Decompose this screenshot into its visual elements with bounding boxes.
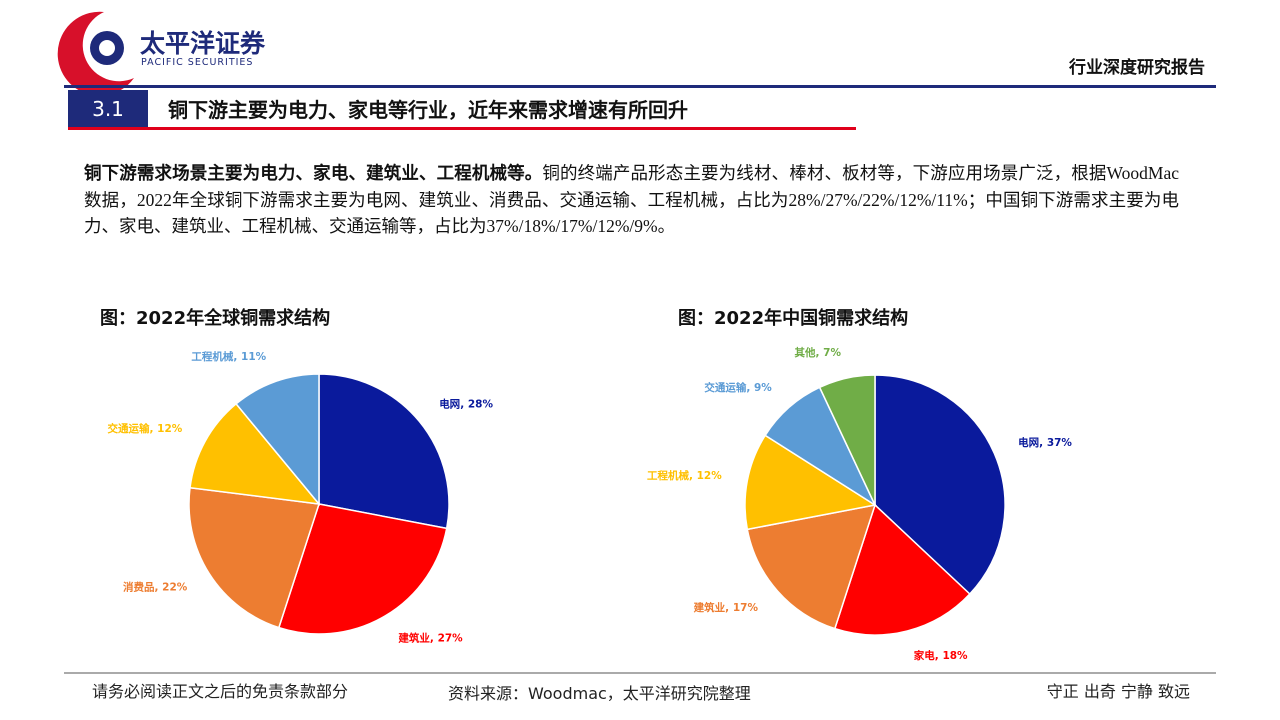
label-separator: ,: [725, 602, 733, 614]
pie-slice: [874, 374, 1006, 596]
data-label: 电网, 37%: [1018, 436, 1072, 449]
label-value: 18%: [942, 650, 968, 662]
label-value: 27%: [438, 632, 464, 644]
label-value: 12%: [157, 423, 183, 435]
label-separator: ,: [233, 351, 241, 363]
label-category: 交通运输: [107, 422, 149, 435]
pie-slice: [188, 486, 320, 629]
label-category: 家电: [914, 649, 935, 662]
data-label: 建筑业, 17%: [693, 601, 759, 614]
label-separator: ,: [935, 650, 943, 662]
chart-title: 图：2022年中国铜需求结构: [678, 307, 908, 329]
label-category: 建筑业: [693, 601, 726, 614]
label-category: 交通运输: [704, 381, 746, 394]
label-category: 电网: [439, 398, 460, 411]
footer-disclaimer: 请务必阅读正文之后的免责条款部分: [92, 682, 348, 701]
pie-slice: [277, 503, 448, 635]
pie-slice: [744, 434, 878, 531]
data-label: 工程机械, 12%: [647, 469, 722, 482]
pie-slice: [746, 504, 877, 630]
logo-cn: 太平洋证券: [140, 29, 266, 58]
label-separator: ,: [430, 632, 438, 644]
data-label: 其他, 7%: [794, 346, 841, 359]
pie-slice: [818, 374, 876, 506]
data-label: 交通运输, 9%: [704, 381, 772, 394]
data-label: 家电, 18%: [914, 649, 968, 662]
label-separator: ,: [815, 347, 823, 359]
pie-slice: [189, 402, 321, 505]
label-value: 22%: [162, 582, 188, 594]
label-category: 电网: [1018, 436, 1039, 449]
label-category: 消费品: [123, 581, 155, 594]
label-category: 其他: [794, 346, 815, 359]
label-category: 工程机械: [191, 350, 233, 363]
data-label: 消费品, 22%: [123, 581, 188, 594]
report-type: 行业深度研究报告: [1068, 57, 1205, 78]
footer-motto: 守正 出奇 宁静 致远: [1047, 682, 1190, 701]
chart-title: 图：2022年全球铜需求结构: [100, 307, 330, 329]
body-paragraph: 铜的终端产品形态主要为线材、棒材、板材等，下游应用场景广泛，根据WoodMac数…: [84, 163, 1179, 236]
label-value: 9%: [754, 382, 772, 394]
data-label: 工程机械, 11%: [191, 350, 266, 363]
section-box: [68, 90, 148, 127]
logo-en: PACIFIC SECURITIES: [141, 57, 253, 68]
label-category: 建筑业: [397, 631, 430, 644]
data-label: 建筑业, 27%: [397, 631, 463, 644]
label-separator: ,: [154, 582, 162, 594]
label-separator: ,: [689, 470, 697, 482]
footer-source: 资料来源：Woodmac，太平洋研究院整理: [448, 684, 751, 703]
label-value: 17%: [733, 602, 759, 614]
pie-slice: [235, 373, 320, 507]
footer-rule: [64, 672, 1216, 674]
label-separator: ,: [1039, 437, 1047, 449]
data-label: 电网, 28%: [439, 398, 493, 411]
section-title: 铜下游主要为电力、家电等行业，近年来需求增速有所回升: [168, 98, 688, 122]
pie-slice: [833, 503, 971, 636]
header-rule: [64, 85, 1216, 88]
section-number: 3.1: [92, 97, 124, 121]
body-lead: 铜下游需求场景主要为电力、家电、建筑业、工程机械等。: [84, 164, 543, 184]
label-value: 7%: [823, 347, 841, 359]
label-value: 12%: [697, 470, 723, 482]
body-text: 铜下游需求场景主要为电力、家电、建筑业、工程机械等。铜的终端产品形态主要为线材、…: [84, 160, 1179, 239]
label-category: 工程机械: [647, 469, 689, 482]
label-separator: ,: [746, 382, 754, 394]
logo-arc: [57, 11, 134, 96]
logo-dot: [99, 40, 115, 56]
label-value: 11%: [241, 351, 267, 363]
label-separator: ,: [460, 399, 468, 411]
label-value: 28%: [468, 399, 494, 411]
pie-slice: [318, 373, 450, 530]
label-value: 37%: [1047, 437, 1073, 449]
data-label: 交通运输, 12%: [107, 422, 182, 435]
logo: [57, 11, 134, 96]
section-rule: [68, 127, 856, 130]
label-separator: ,: [149, 423, 157, 435]
